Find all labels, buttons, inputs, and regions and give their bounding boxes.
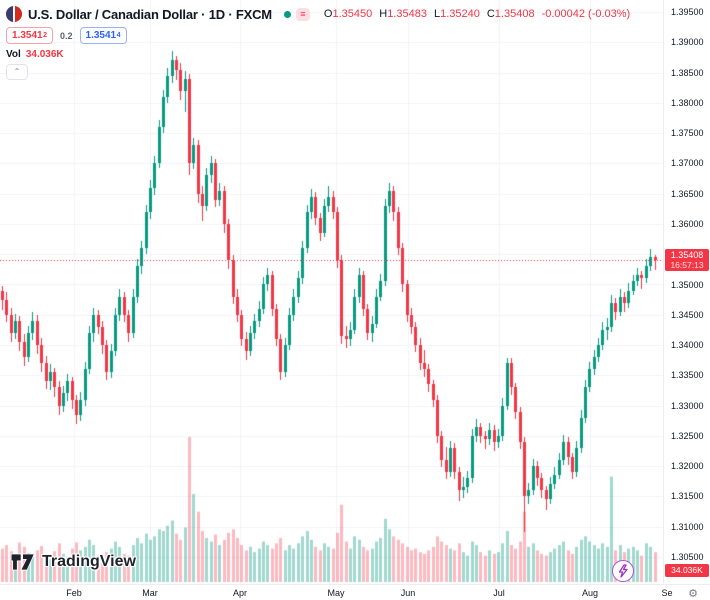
- ohlc-values: O1.35450 H1.35483 L1.35240 C1.35408 -0.0…: [324, 8, 630, 20]
- spread-value: 0.2: [60, 30, 73, 41]
- volume-legend: Vol 34.036K: [6, 49, 630, 60]
- axis-settings-gear-icon[interactable]: ⚙: [688, 588, 698, 600]
- time-tick-label: May: [327, 588, 345, 598]
- chevron-up-icon: ⌃: [13, 67, 21, 76]
- high-value: 1.35483: [387, 8, 427, 20]
- time-tick-label: Aug: [581, 588, 599, 598]
- price-tick-label: 1.38000: [671, 97, 704, 108]
- chart-pane[interactable]: U.S. Dollar / Canadian Dollar · 1D · FXC…: [0, 0, 663, 584]
- candlestick-chart-canvas[interactable]: [0, 0, 663, 584]
- market-open-dot-icon: [283, 10, 291, 18]
- price-tick-label: 1.34000: [671, 340, 704, 351]
- price-tick-label: 1.31500: [671, 491, 704, 502]
- low-value: 1.35240: [440, 8, 480, 20]
- price-tick-label: 1.36000: [671, 218, 704, 229]
- change-value: -0.00042 (-0.03%): [541, 8, 631, 20]
- lightning-bolt-icon: [618, 564, 628, 578]
- volume-value: 34.036K: [25, 49, 64, 60]
- price-tick-label: 1.30500: [671, 552, 704, 562]
- chart-legend: U.S. Dollar / Canadian Dollar · 1D · FXC…: [6, 5, 630, 80]
- time-tick-label: Jul: [493, 588, 505, 598]
- open-label: O: [323, 8, 333, 20]
- bar-countdown: 16:57:13: [670, 259, 704, 270]
- last-price-label: 1.35408 16:57:13: [665, 248, 709, 271]
- price-tick-label: 1.31000: [671, 521, 704, 532]
- price-axis[interactable]: 1.35408 16:57:13 34.036K 1.39500 1.39000 1…: [663, 0, 710, 584]
- tradingview-logo[interactable]: TradingView: [10, 552, 136, 572]
- price-tick-label: 1.37500: [671, 128, 704, 139]
- low-label: L: [433, 8, 441, 20]
- symbol-notice-icon[interactable]: ≡: [295, 7, 310, 21]
- buy-ask-button[interactable]: 1.3541 4: [79, 27, 127, 44]
- price-tick-label: 1.33500: [671, 370, 704, 381]
- time-axis[interactable]: ⚙ Feb Mar Apr May Jun Jul Aug Se: [0, 584, 710, 600]
- time-tick-label: Feb: [66, 588, 82, 598]
- price-tick-label: 1.34500: [671, 309, 704, 320]
- sell-bid-button[interactable]: 1.3541 2: [6, 27, 53, 44]
- price-tick-label: 1.32000: [671, 461, 704, 472]
- price-tick-label: 1.37000: [671, 158, 704, 169]
- time-tick-label: Apr: [232, 588, 248, 598]
- price-tick-label: 1.33000: [671, 400, 704, 411]
- time-tick-label: Jun: [400, 588, 416, 598]
- price-tick-label: 1.32500: [671, 430, 704, 441]
- close-label: C: [486, 8, 495, 20]
- instant-trading-button[interactable]: [612, 560, 634, 582]
- high-label: H: [379, 8, 388, 20]
- price-tick-label: 1.39000: [671, 37, 704, 48]
- time-tick-label: Mar: [142, 588, 158, 598]
- open-value: 1.35450: [332, 8, 373, 20]
- volume-label: Vol: [6, 49, 21, 60]
- price-tick-label: 1.36500: [671, 188, 704, 199]
- symbol-title[interactable]: U.S. Dollar / Canadian Dollar · 1D · FXC…: [28, 6, 272, 22]
- price-tick-label: 1.39500: [671, 7, 704, 17]
- time-tick-label: Se: [661, 588, 673, 598]
- close-value: 1.35408: [494, 8, 535, 20]
- last-price-value: 1.35408: [670, 249, 704, 260]
- usdcad-flag-icon: [6, 6, 22, 22]
- volume-axis-label: 34.036K: [665, 564, 709, 577]
- tradingview-logo-icon: [10, 553, 35, 571]
- price-tick-label: 1.35000: [671, 279, 704, 290]
- tradingview-logo-text: TradingView: [42, 553, 136, 570]
- collapse-legend-button[interactable]: ⌃: [6, 64, 28, 80]
- price-tick-label: 1.38500: [671, 67, 704, 78]
